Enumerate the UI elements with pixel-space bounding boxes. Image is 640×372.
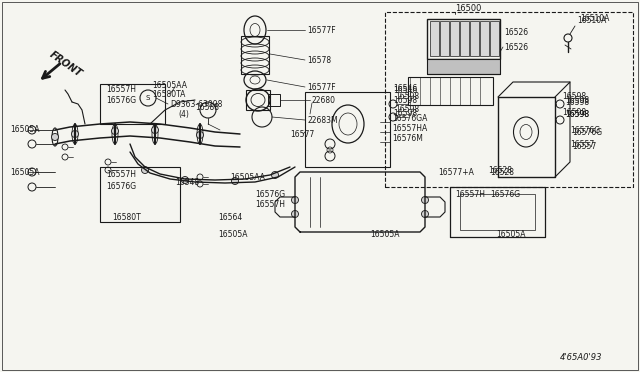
Circle shape — [232, 177, 239, 185]
Text: 16548: 16548 — [175, 177, 199, 186]
Text: 16598: 16598 — [565, 96, 589, 105]
Text: 16576G: 16576G — [255, 189, 285, 199]
Text: 16528: 16528 — [488, 166, 512, 174]
Circle shape — [152, 126, 159, 134]
Text: 16505AA: 16505AA — [230, 173, 265, 182]
Text: 16576G: 16576G — [570, 125, 600, 135]
Text: 16500: 16500 — [455, 3, 481, 13]
Circle shape — [72, 131, 79, 138]
Circle shape — [196, 131, 204, 138]
Text: 16505A: 16505A — [10, 125, 40, 134]
Text: (4): (4) — [178, 109, 189, 119]
Text: 16577F: 16577F — [307, 83, 335, 92]
Text: 22683M: 22683M — [307, 115, 338, 125]
Text: 16577F: 16577F — [307, 26, 335, 35]
Text: 16598: 16598 — [565, 109, 589, 119]
Text: 16578: 16578 — [307, 55, 331, 64]
Text: 16577: 16577 — [290, 129, 314, 138]
Text: 16598: 16598 — [562, 108, 586, 116]
Bar — [430, 21, 439, 56]
Text: 16510A: 16510A — [577, 16, 606, 25]
Text: D9363-63098: D9363-63098 — [170, 99, 222, 109]
Text: 16528: 16528 — [490, 167, 514, 176]
Text: 16557H: 16557H — [106, 84, 136, 93]
Text: 16576G: 16576G — [106, 96, 136, 105]
Text: 4'65A0'93: 4'65A0'93 — [560, 353, 602, 362]
Bar — [427, 19, 500, 59]
Bar — [241, 36, 269, 74]
Text: 16580TA: 16580TA — [152, 90, 186, 99]
Bar — [460, 21, 469, 56]
Text: 16576GA: 16576GA — [392, 113, 428, 122]
Text: 16546: 16546 — [393, 86, 417, 94]
Text: 16598: 16598 — [395, 105, 419, 113]
Circle shape — [182, 176, 189, 183]
Bar — [408, 77, 493, 105]
Circle shape — [291, 196, 298, 203]
Text: 16588: 16588 — [195, 103, 219, 112]
Text: 16557: 16557 — [572, 141, 596, 151]
Bar — [100, 167, 180, 222]
Bar — [246, 90, 270, 110]
Text: 22680: 22680 — [312, 96, 336, 105]
Bar — [470, 21, 479, 56]
Text: 16505AA: 16505AA — [152, 80, 187, 90]
Text: 16598: 16598 — [393, 109, 417, 118]
Bar — [460, 194, 535, 230]
Text: 16557H: 16557H — [455, 189, 485, 199]
Text: 16557: 16557 — [570, 140, 595, 148]
Bar — [490, 21, 499, 56]
Bar — [427, 59, 500, 74]
Text: 16526: 16526 — [504, 42, 528, 51]
Text: 16505A: 16505A — [496, 230, 525, 238]
Bar — [450, 21, 459, 56]
Bar — [480, 21, 489, 56]
Text: 16598: 16598 — [393, 96, 417, 105]
Circle shape — [141, 167, 148, 173]
Text: 16505A: 16505A — [370, 230, 399, 238]
Circle shape — [422, 211, 429, 218]
Text: 16557HA: 16557HA — [392, 124, 428, 132]
Text: 16557H: 16557H — [255, 199, 285, 208]
Text: 16576M: 16576M — [392, 134, 423, 142]
Circle shape — [111, 128, 118, 135]
Bar — [100, 84, 165, 124]
Bar — [305, 92, 390, 167]
Text: 16598: 16598 — [395, 92, 419, 100]
Bar — [440, 21, 449, 56]
Text: S: S — [146, 95, 150, 101]
Text: 16576G: 16576G — [106, 182, 136, 190]
Text: 16505A: 16505A — [218, 230, 248, 238]
Text: 16598: 16598 — [565, 97, 589, 106]
Bar — [385, 12, 633, 187]
Circle shape — [271, 171, 278, 179]
Text: 16526: 16526 — [504, 28, 528, 36]
Circle shape — [51, 134, 58, 141]
Text: 16505A: 16505A — [10, 167, 40, 176]
Text: 16564: 16564 — [218, 212, 243, 221]
Text: 16577+A: 16577+A — [438, 167, 474, 176]
Bar — [268, 94, 280, 106]
Text: 16576G: 16576G — [572, 128, 602, 137]
Text: 16576G: 16576G — [490, 189, 520, 199]
Circle shape — [291, 211, 298, 218]
Text: 16557H: 16557H — [106, 170, 136, 179]
Text: FRONT: FRONT — [48, 49, 84, 79]
Text: 16546: 16546 — [393, 83, 417, 93]
Circle shape — [422, 196, 429, 203]
Text: 16598: 16598 — [562, 92, 586, 100]
Text: 16510A: 16510A — [580, 13, 609, 22]
Text: 16598: 16598 — [565, 109, 589, 119]
Text: 16580T: 16580T — [112, 212, 141, 221]
